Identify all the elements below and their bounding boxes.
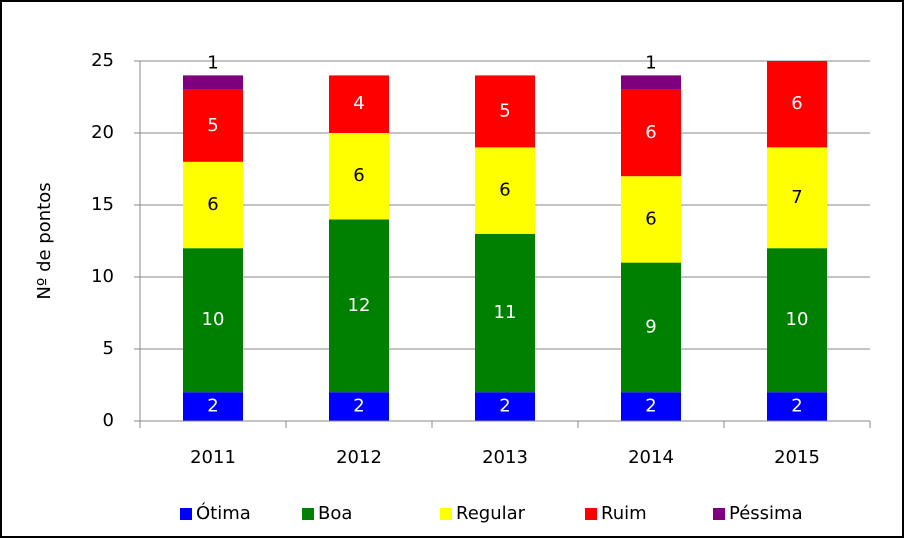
bar-segment xyxy=(475,75,535,148)
bar-segment xyxy=(767,147,827,249)
data-label: 6 xyxy=(791,93,802,114)
bar-segment xyxy=(767,248,827,393)
legend-swatch xyxy=(440,508,452,520)
legend-label: Ruim xyxy=(601,503,647,524)
bar-segment xyxy=(183,89,243,162)
bar-segment xyxy=(329,133,389,220)
y-tick-label: 5 xyxy=(103,338,114,359)
bar-segment xyxy=(475,147,535,234)
data-label: 9 xyxy=(645,316,656,337)
bar-segment xyxy=(621,89,681,177)
data-label: 5 xyxy=(499,100,510,121)
data-label: 6 xyxy=(645,208,656,229)
legend-label: Boa xyxy=(318,503,352,524)
bar-segment xyxy=(329,219,389,393)
y-tick-label: 15 xyxy=(91,194,114,215)
bar-segment xyxy=(621,176,681,263)
legend-label: Péssima xyxy=(729,503,803,524)
data-label: 1 xyxy=(207,52,218,73)
bar-segment xyxy=(329,75,389,133)
data-label: 6 xyxy=(207,194,218,215)
bar-segment xyxy=(767,61,827,148)
x-tick-label: 2015 xyxy=(774,447,820,468)
bar-segment xyxy=(183,161,243,249)
data-label: 6 xyxy=(353,165,364,186)
x-tick-label: 2012 xyxy=(336,447,382,468)
bar-segment xyxy=(475,392,535,421)
y-axis-label: Nº de pontos xyxy=(34,182,55,299)
bar-segment xyxy=(183,75,243,90)
data-label: 7 xyxy=(791,187,802,208)
data-label: 6 xyxy=(645,122,656,143)
bar-segment xyxy=(183,392,243,421)
y-tick-label: 20 xyxy=(91,122,114,143)
bar-segment xyxy=(621,75,681,90)
data-label: 2 xyxy=(499,396,510,417)
legend-label: Ótima xyxy=(196,502,251,524)
bar-segment xyxy=(767,392,827,421)
y-tick-label: 0 xyxy=(103,410,114,431)
bar-segment xyxy=(475,233,535,393)
legend-swatch xyxy=(302,508,314,520)
y-tick-label: 10 xyxy=(91,266,114,287)
data-label: 11 xyxy=(494,302,517,323)
y-tick-label: 25 xyxy=(91,50,114,71)
data-label: 6 xyxy=(499,180,510,201)
data-label: 10 xyxy=(202,309,225,330)
legend-swatch xyxy=(180,508,192,520)
bar-segment xyxy=(621,262,681,393)
data-label: 12 xyxy=(348,295,371,316)
legend-label: Regular xyxy=(456,503,526,524)
data-label: 4 xyxy=(353,93,364,114)
data-label: 2 xyxy=(645,396,656,417)
data-label: 1 xyxy=(645,52,656,73)
data-label: 5 xyxy=(207,115,218,136)
x-tick-label: 2011 xyxy=(190,447,236,468)
data-label: 10 xyxy=(786,309,809,330)
data-label: 2 xyxy=(791,396,802,417)
data-label: 2 xyxy=(207,396,218,417)
data-label: 2 xyxy=(353,396,364,417)
bar-segment xyxy=(621,392,681,421)
x-tick-label: 2013 xyxy=(482,447,528,468)
bar-segment xyxy=(329,392,389,421)
bar-segment xyxy=(183,248,243,393)
x-tick-label: 2014 xyxy=(628,447,674,468)
legend-swatch xyxy=(585,508,597,520)
legend-swatch xyxy=(713,508,725,520)
